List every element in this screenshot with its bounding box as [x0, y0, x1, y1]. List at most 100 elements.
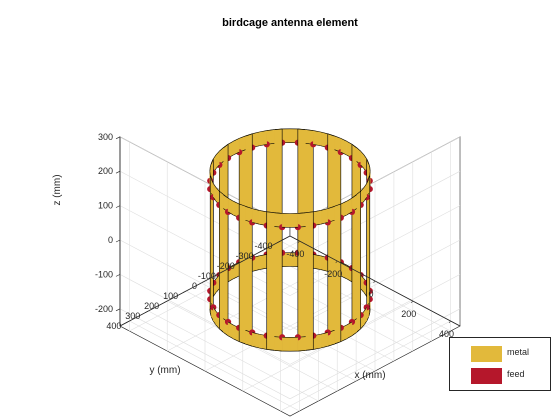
bottom-ring-segment [252, 332, 260, 349]
ring-edge [245, 206, 253, 209]
ring-edge [360, 151, 365, 156]
ring-edge [233, 138, 240, 142]
x-tick-label: -200 [324, 269, 342, 279]
ring-edge [320, 222, 328, 225]
ring-edge [340, 275, 347, 280]
ring-edge [346, 335, 353, 340]
grid-y-floor [129, 320, 300, 412]
grid-z-wall-yz [289, 205, 461, 296]
ring-edge [223, 332, 229, 336]
z-tick-mark [115, 136, 121, 140]
y-tick-label: 400 [106, 321, 121, 331]
ring-edge [356, 147, 361, 152]
ring-edge [274, 212, 283, 214]
ring-edge [320, 131, 328, 135]
ring-edge [215, 288, 220, 293]
legend-swatch-metal [471, 346, 502, 362]
ring-edge [346, 321, 353, 326]
y-tick-mark [201, 280, 206, 283]
ring-edge [252, 269, 260, 272]
grid-z-wall-xz [119, 308, 291, 400]
ring-edge [346, 278, 353, 283]
x-tick-mark [411, 300, 414, 304]
ring-edge [213, 154, 217, 160]
ring-edge [252, 222, 260, 225]
ring-edge [227, 335, 234, 340]
y-tick-mark [220, 270, 225, 273]
rung [238, 203, 253, 347]
ring-edge [259, 144, 267, 147]
axes-box-front [115, 136, 461, 327]
x-tick-label: 200 [401, 309, 416, 319]
z-tick-label: 0 [108, 235, 113, 245]
rung [266, 211, 283, 352]
z-tick-label: 300 [98, 132, 113, 142]
chart-title: birdcage antenna element [222, 17, 358, 29]
x-tick-label: 0 [368, 289, 373, 299]
y-axis-label: y (mm) [149, 365, 180, 376]
ring-edge [297, 350, 306, 352]
legend-label-metal: metal [507, 347, 530, 357]
ring-edge [211, 179, 214, 184]
ring-edge [351, 194, 357, 199]
ring-edge [313, 347, 321, 350]
ring-edge [360, 187, 365, 192]
ring-edge [334, 135, 341, 139]
ring-edge [366, 316, 369, 322]
z-tick-label: 100 [98, 201, 113, 211]
ring-edge [346, 211, 353, 216]
ring-edge [219, 147, 224, 152]
ring-edge [215, 151, 220, 156]
ring-edge [360, 164, 365, 169]
y-tick-mark [164, 300, 168, 303]
y-tick-label: -300 [236, 251, 254, 261]
y-tick-mark [258, 250, 262, 253]
ring-edge [340, 200, 347, 205]
ring-edge [223, 194, 229, 199]
ring-edge [259, 347, 267, 350]
ring-edge [340, 261, 347, 266]
z-axis-label: z (mm) [52, 174, 63, 205]
ring-edge [327, 343, 335, 347]
grid-z-wall-xz [119, 170, 291, 262]
z-tick-mark [115, 274, 121, 277]
ring-edge [363, 183, 367, 188]
ring-edge [213, 183, 217, 188]
bottom-ring-segment [313, 254, 321, 270]
ring-edge [340, 338, 347, 342]
ring-edge [313, 267, 321, 270]
ring-edge [227, 197, 234, 202]
top-ring-segment [313, 130, 321, 147]
ring-edge [252, 332, 260, 335]
ring-edge [320, 269, 328, 272]
top-ring-segment [289, 213, 299, 228]
top-ring-segment [320, 208, 328, 225]
x-tick-mark [335, 260, 338, 264]
top-ring-segment [281, 213, 291, 228]
ring-edge [259, 267, 267, 270]
top-ring-segment [252, 208, 260, 225]
ring-edge [233, 261, 240, 266]
ring-edge [259, 254, 267, 257]
bottom-ring-segment [320, 332, 328, 349]
x-tick-mark [373, 280, 376, 284]
ring-edge [363, 292, 367, 297]
ring-edge [346, 197, 353, 202]
ring-edge [313, 254, 321, 257]
rung [297, 211, 314, 352]
ring-edge [346, 140, 353, 145]
ring-edge [351, 332, 357, 336]
ring-edge [227, 140, 234, 145]
grid-y-floor [148, 310, 319, 402]
ring-edge [320, 345, 328, 349]
ring-edge [233, 338, 240, 342]
legend-swatch-feed [471, 368, 502, 384]
ring-edge [233, 275, 240, 280]
ring-edge [213, 292, 217, 297]
tick-labels: -400-2000200400-400-300-200-100010020030… [95, 132, 454, 339]
ring-edge [215, 164, 220, 169]
ring-edge [363, 307, 367, 312]
ring-edge [252, 345, 260, 349]
y-tick-label: -200 [217, 261, 235, 271]
